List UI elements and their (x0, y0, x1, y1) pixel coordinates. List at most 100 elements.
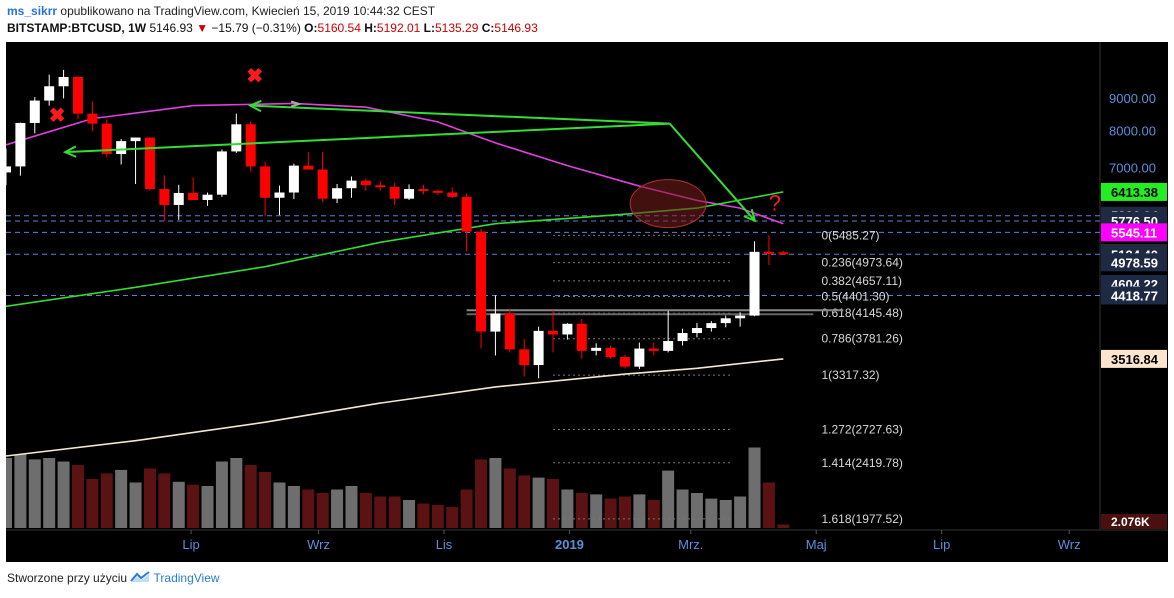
price-chart[interactable]: Lip Wrz Lis 2019 Mrz. Maj Lip Wrz 9000.00 8000.00… (0, 42, 1168, 562)
candle-body (404, 189, 415, 199)
candle-body (116, 141, 127, 155)
green-arrow-line (250, 104, 670, 125)
price-change: −15.79 (−0.31%) (211, 21, 301, 35)
volume-bar (403, 500, 416, 528)
volume-bar (690, 493, 703, 528)
volume-bar (575, 493, 588, 528)
volume-bar (14, 454, 27, 528)
candle-body (778, 252, 789, 255)
fib-level-label: 1(3317.32) (822, 368, 880, 382)
candle-body (231, 124, 242, 152)
y-tick-label: 8000.00 (1109, 123, 1156, 138)
volume-bar (158, 473, 171, 528)
candle-body (72, 76, 83, 114)
candle-body (375, 185, 386, 188)
volume-bar (215, 461, 228, 528)
candle-body (101, 123, 112, 155)
candle-body (619, 357, 630, 367)
price-tag-bg (1101, 182, 1167, 201)
volume-bar (446, 507, 459, 528)
candle-body (562, 323, 573, 335)
candle-body (144, 137, 155, 190)
volume-bar (172, 481, 185, 528)
candle-body (432, 190, 443, 193)
candle-body (447, 192, 458, 197)
question-mark: ? (769, 190, 781, 215)
publish-text: opublikowano na TradingView.com, Kwiecie… (60, 4, 436, 18)
volume-bar (489, 458, 502, 528)
price-tag-label: 4418.77 (1111, 288, 1158, 303)
tradingview-logo-icon (130, 571, 150, 582)
open-value: 5160.54 (317, 21, 361, 35)
candle-body (389, 186, 400, 199)
volume-bar (518, 475, 531, 528)
candle-body (763, 251, 774, 254)
candle-body (303, 165, 314, 170)
volume-bar (359, 493, 372, 528)
candle-body (188, 192, 199, 200)
volume-bar (431, 504, 444, 528)
candle-body (677, 333, 688, 342)
close-label: C: (481, 21, 495, 35)
volume-bar (143, 468, 156, 528)
volume-bar (561, 489, 574, 528)
fib-level-label: 0.786(3781.26) (822, 332, 903, 346)
candle-body (504, 313, 515, 350)
volume-bar (777, 524, 790, 528)
chart-container[interactable]: Lip Wrz Lis 2019 Mrz. Maj Lip Wrz 9000.00 8000.00… (0, 42, 1168, 562)
candle-body (332, 188, 343, 199)
candle-body (749, 251, 760, 316)
volume-bar (676, 489, 689, 528)
volume-bar (187, 484, 200, 528)
candle-body (159, 189, 170, 205)
volume-bar (475, 459, 488, 528)
volume-bar (86, 479, 99, 528)
author-name[interactable]: ms_sikrr (7, 4, 58, 18)
highlight-ellipse (629, 179, 707, 229)
green-arrowhead (248, 99, 262, 113)
red-cross-mark: ✖ (49, 105, 66, 127)
volume-bar (647, 500, 660, 528)
price-tag-bg (1101, 349, 1167, 368)
x-tick-label: Maj (806, 537, 827, 552)
volume-bar (115, 469, 128, 528)
candle-body (591, 347, 602, 351)
fib-level-label: 0(5485.27) (822, 228, 880, 242)
price-tag-label: 4978.59 (1111, 255, 1158, 270)
price-tag-label: 3516.84 (1111, 352, 1159, 367)
volume-bar (705, 498, 718, 528)
price-tag-bg (1101, 253, 1167, 272)
down-arrow-icon: ▼ (196, 21, 209, 35)
open-label: O: (304, 21, 318, 35)
volume-bar (633, 494, 646, 528)
candle-body (245, 124, 256, 167)
volume-bar (230, 458, 243, 528)
candle-body (202, 194, 213, 200)
footer-text: Stworzone przy użyciu (7, 571, 128, 585)
moving-average-line (5, 358, 784, 457)
volume-bar (662, 470, 675, 528)
volume-bar (388, 496, 401, 528)
publish-info: ms_sikrr opublikowano na TradingView.com… (7, 4, 435, 18)
green-arrowhead (62, 145, 77, 158)
candle-body (706, 323, 717, 329)
symbol-label: BITSTAMP:BTCUSD, 1W (7, 21, 147, 35)
volume-bar (374, 496, 387, 528)
volume-bar (460, 489, 473, 528)
candle-body (58, 76, 69, 87)
candle-body (317, 169, 328, 199)
candle-body (476, 231, 487, 332)
candle-body (735, 315, 746, 319)
volume-bar (259, 472, 272, 528)
volume-bar (618, 496, 631, 528)
volume-tag-bg (1101, 514, 1167, 529)
tradingview-link[interactable]: TradingView (153, 571, 220, 585)
candle-body (490, 313, 501, 332)
candle-body (605, 347, 616, 358)
candle-body (1, 166, 11, 173)
volume-bar (100, 473, 113, 528)
candle-body (44, 86, 55, 101)
candle-body (360, 180, 371, 186)
volume-bar (201, 486, 214, 528)
volume-bar (43, 458, 56, 528)
